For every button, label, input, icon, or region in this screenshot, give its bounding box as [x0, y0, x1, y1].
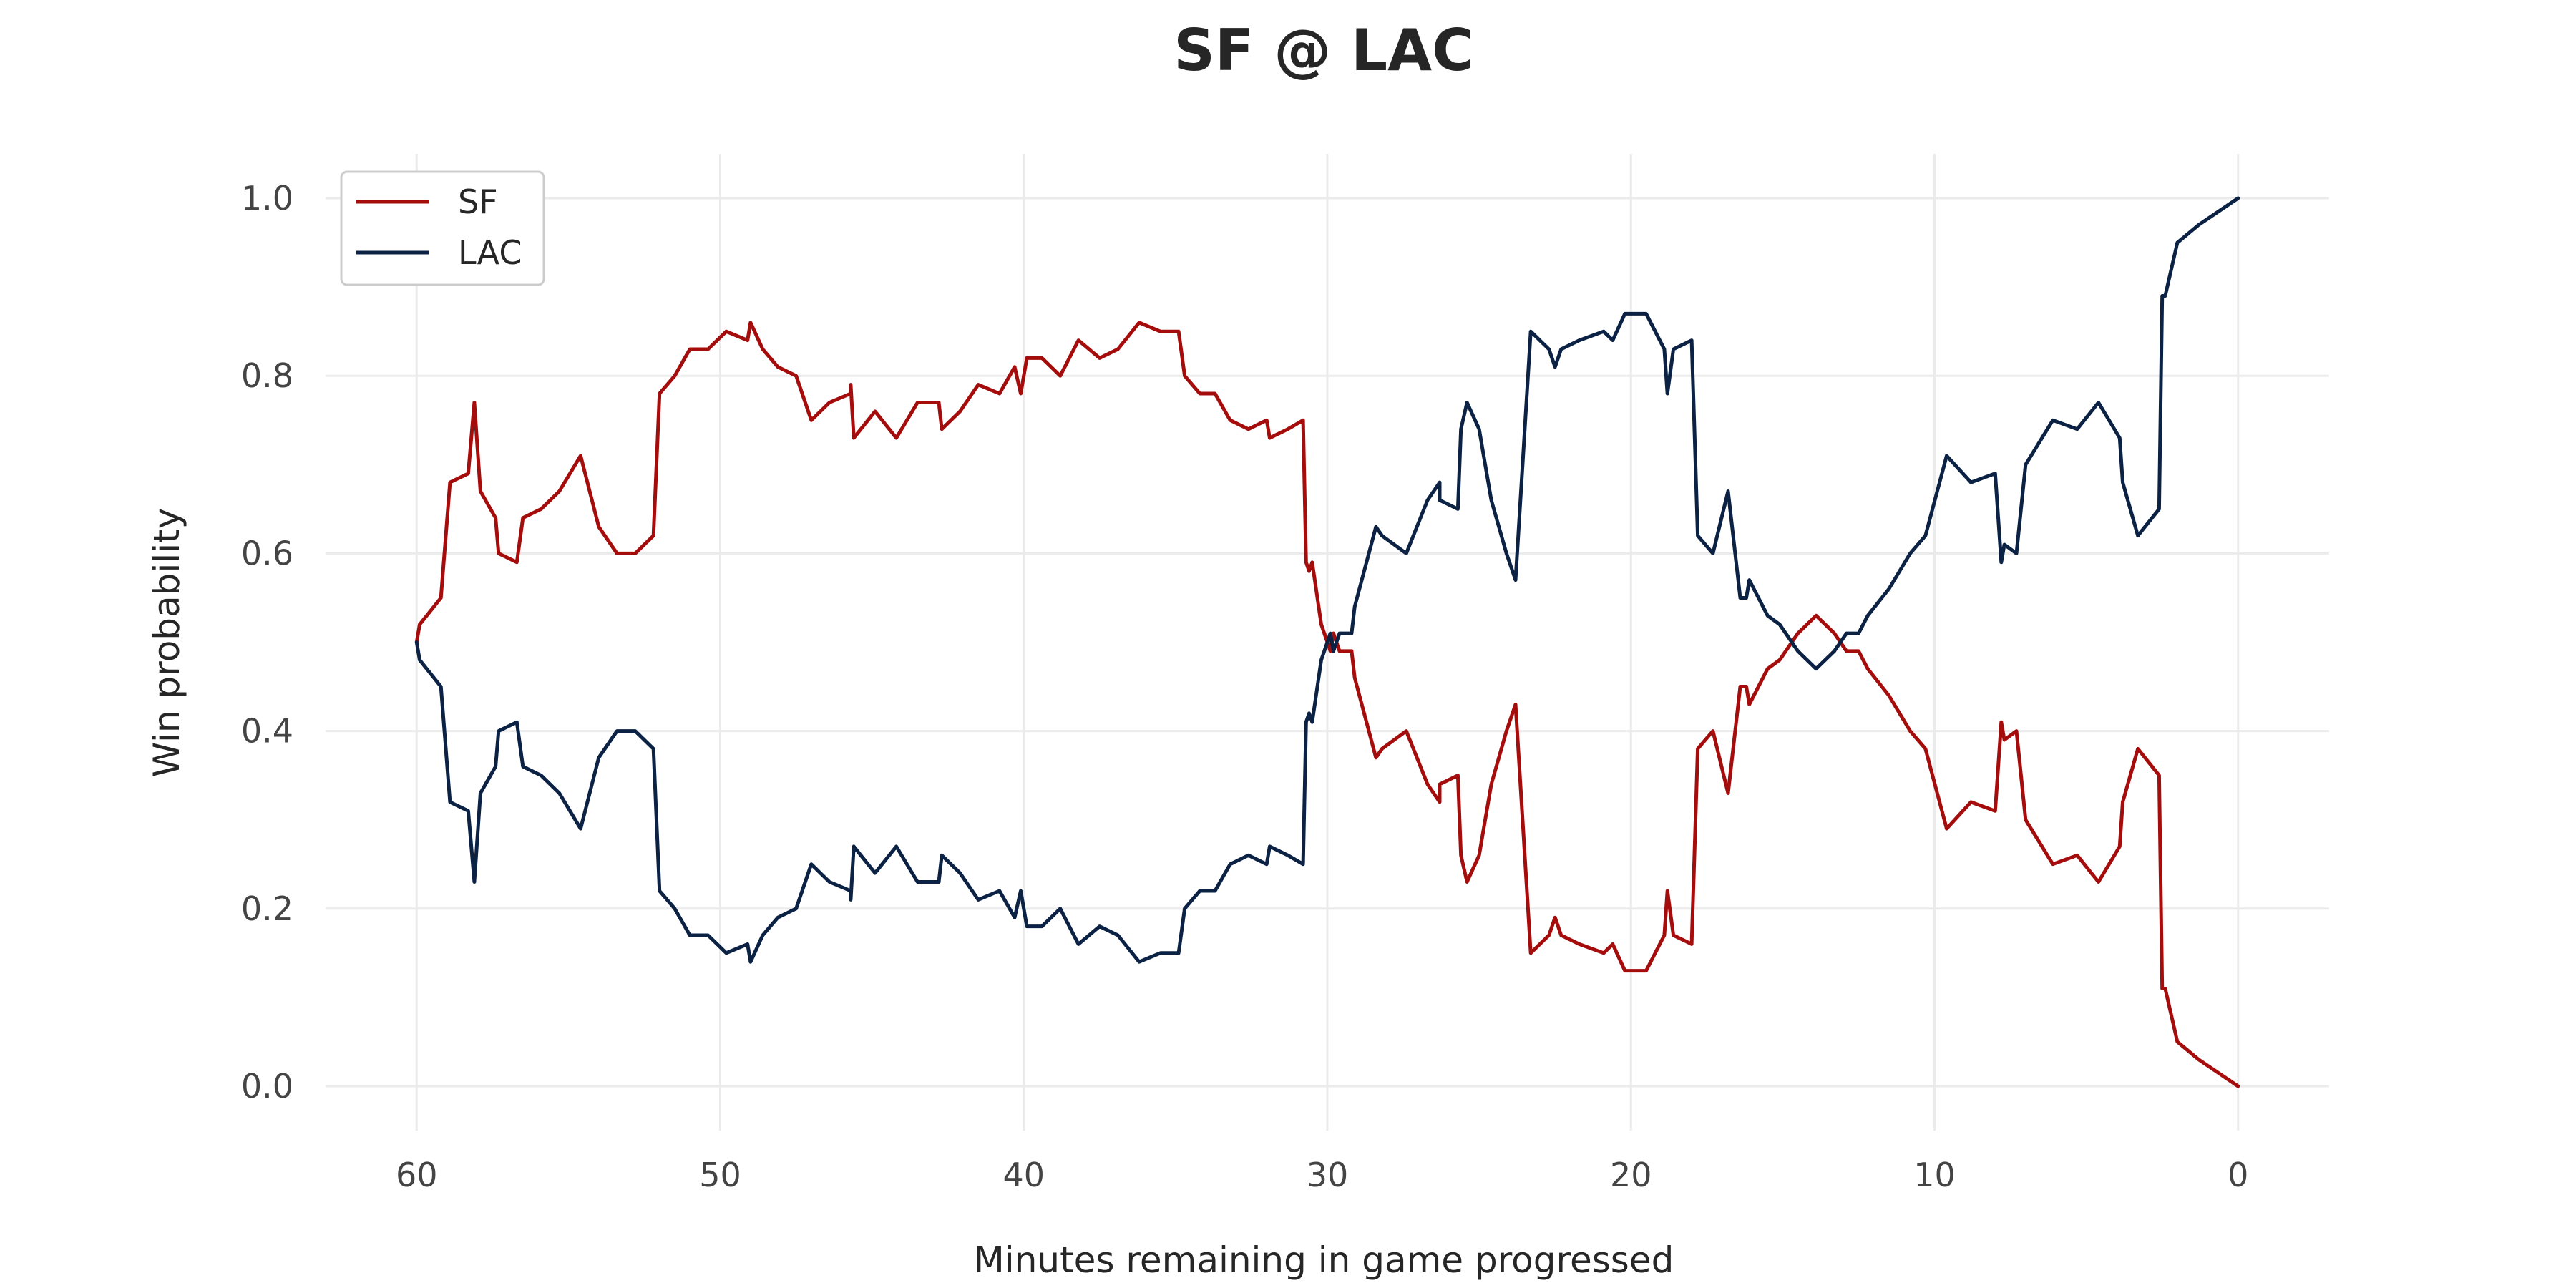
y-tick-label: 0.2	[241, 889, 293, 928]
y-tick-label: 0.0	[241, 1067, 293, 1106]
x-tick-label: 30	[1307, 1156, 1349, 1194]
series-lines	[414, 196, 2240, 1088]
legend-label-sf: SF	[458, 182, 498, 221]
x-axis-label: Minutes remaining in game progressed	[974, 1239, 1674, 1281]
y-tick-label: 1.0	[241, 179, 293, 218]
legend: SF LAC	[340, 170, 545, 286]
legend-label-lac: LAC	[458, 233, 522, 272]
series-line-lac	[414, 196, 2240, 964]
x-axis-ticks: 60 50 40 30 20 10 0	[396, 1156, 2248, 1194]
series-line-sf	[414, 321, 2240, 1088]
y-tick-label: 0.4	[241, 712, 293, 751]
y-axis-ticks: 0.0 0.2 0.4 0.6 0.8 1.0	[241, 179, 293, 1106]
chart-title: SF @ LAC	[1174, 17, 1474, 84]
x-tick-label: 0	[2228, 1156, 2248, 1194]
x-tick-label: 10	[1913, 1156, 1956, 1194]
y-tick-label: 0.8	[241, 356, 293, 395]
x-tick-label: 60	[396, 1156, 438, 1194]
x-tick-label: 50	[699, 1156, 741, 1194]
y-axis-label: Win probability	[146, 508, 187, 778]
x-tick-label: 40	[1002, 1156, 1045, 1194]
x-tick-label: 20	[1610, 1156, 1652, 1194]
y-tick-label: 0.6	[241, 534, 293, 572]
